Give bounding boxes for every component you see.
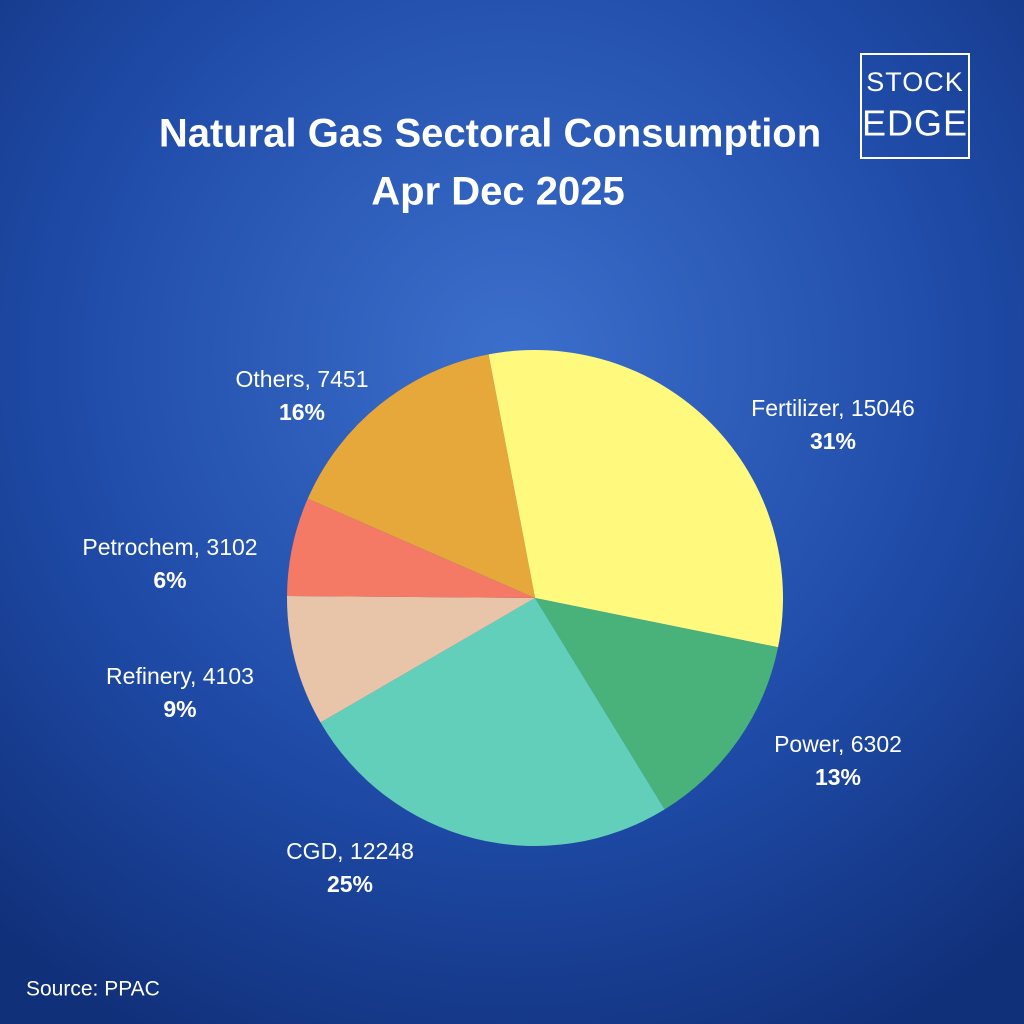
pie-slice xyxy=(287,498,535,598)
pie-slice xyxy=(488,350,783,648)
data-label: Refinery, 4103 xyxy=(106,663,254,689)
pie-slice xyxy=(287,595,535,723)
data-label: Power, 6302 xyxy=(774,731,902,757)
logo-text: STOCK xyxy=(866,67,964,97)
logo: STOCK EDGE xyxy=(860,53,970,159)
percent-label: 13% xyxy=(815,764,861,790)
percent-label: 25% xyxy=(327,871,373,897)
data-label: Others, 7451 xyxy=(236,366,369,392)
data-label: CGD, 12248 xyxy=(286,838,414,864)
pie-slice xyxy=(320,598,665,846)
source: Source: PPAC xyxy=(26,978,160,1001)
data-label: Petrochem, 3102 xyxy=(82,534,257,560)
pie-slice xyxy=(307,354,535,598)
logo-text: EDGE xyxy=(862,103,968,144)
logo-frame xyxy=(860,53,970,159)
percent-label: 31% xyxy=(810,428,856,454)
percent-label: 6% xyxy=(153,567,186,593)
chart-subtitle: Apr Dec 2025 xyxy=(371,170,624,214)
percent-label: 9% xyxy=(163,696,196,722)
data-label: Fertilizer, 15046 xyxy=(751,395,915,421)
chart-title: Natural Gas Sectoral Consumption xyxy=(159,112,821,156)
percent-label: 16% xyxy=(279,399,325,425)
pie-slice xyxy=(535,598,779,810)
